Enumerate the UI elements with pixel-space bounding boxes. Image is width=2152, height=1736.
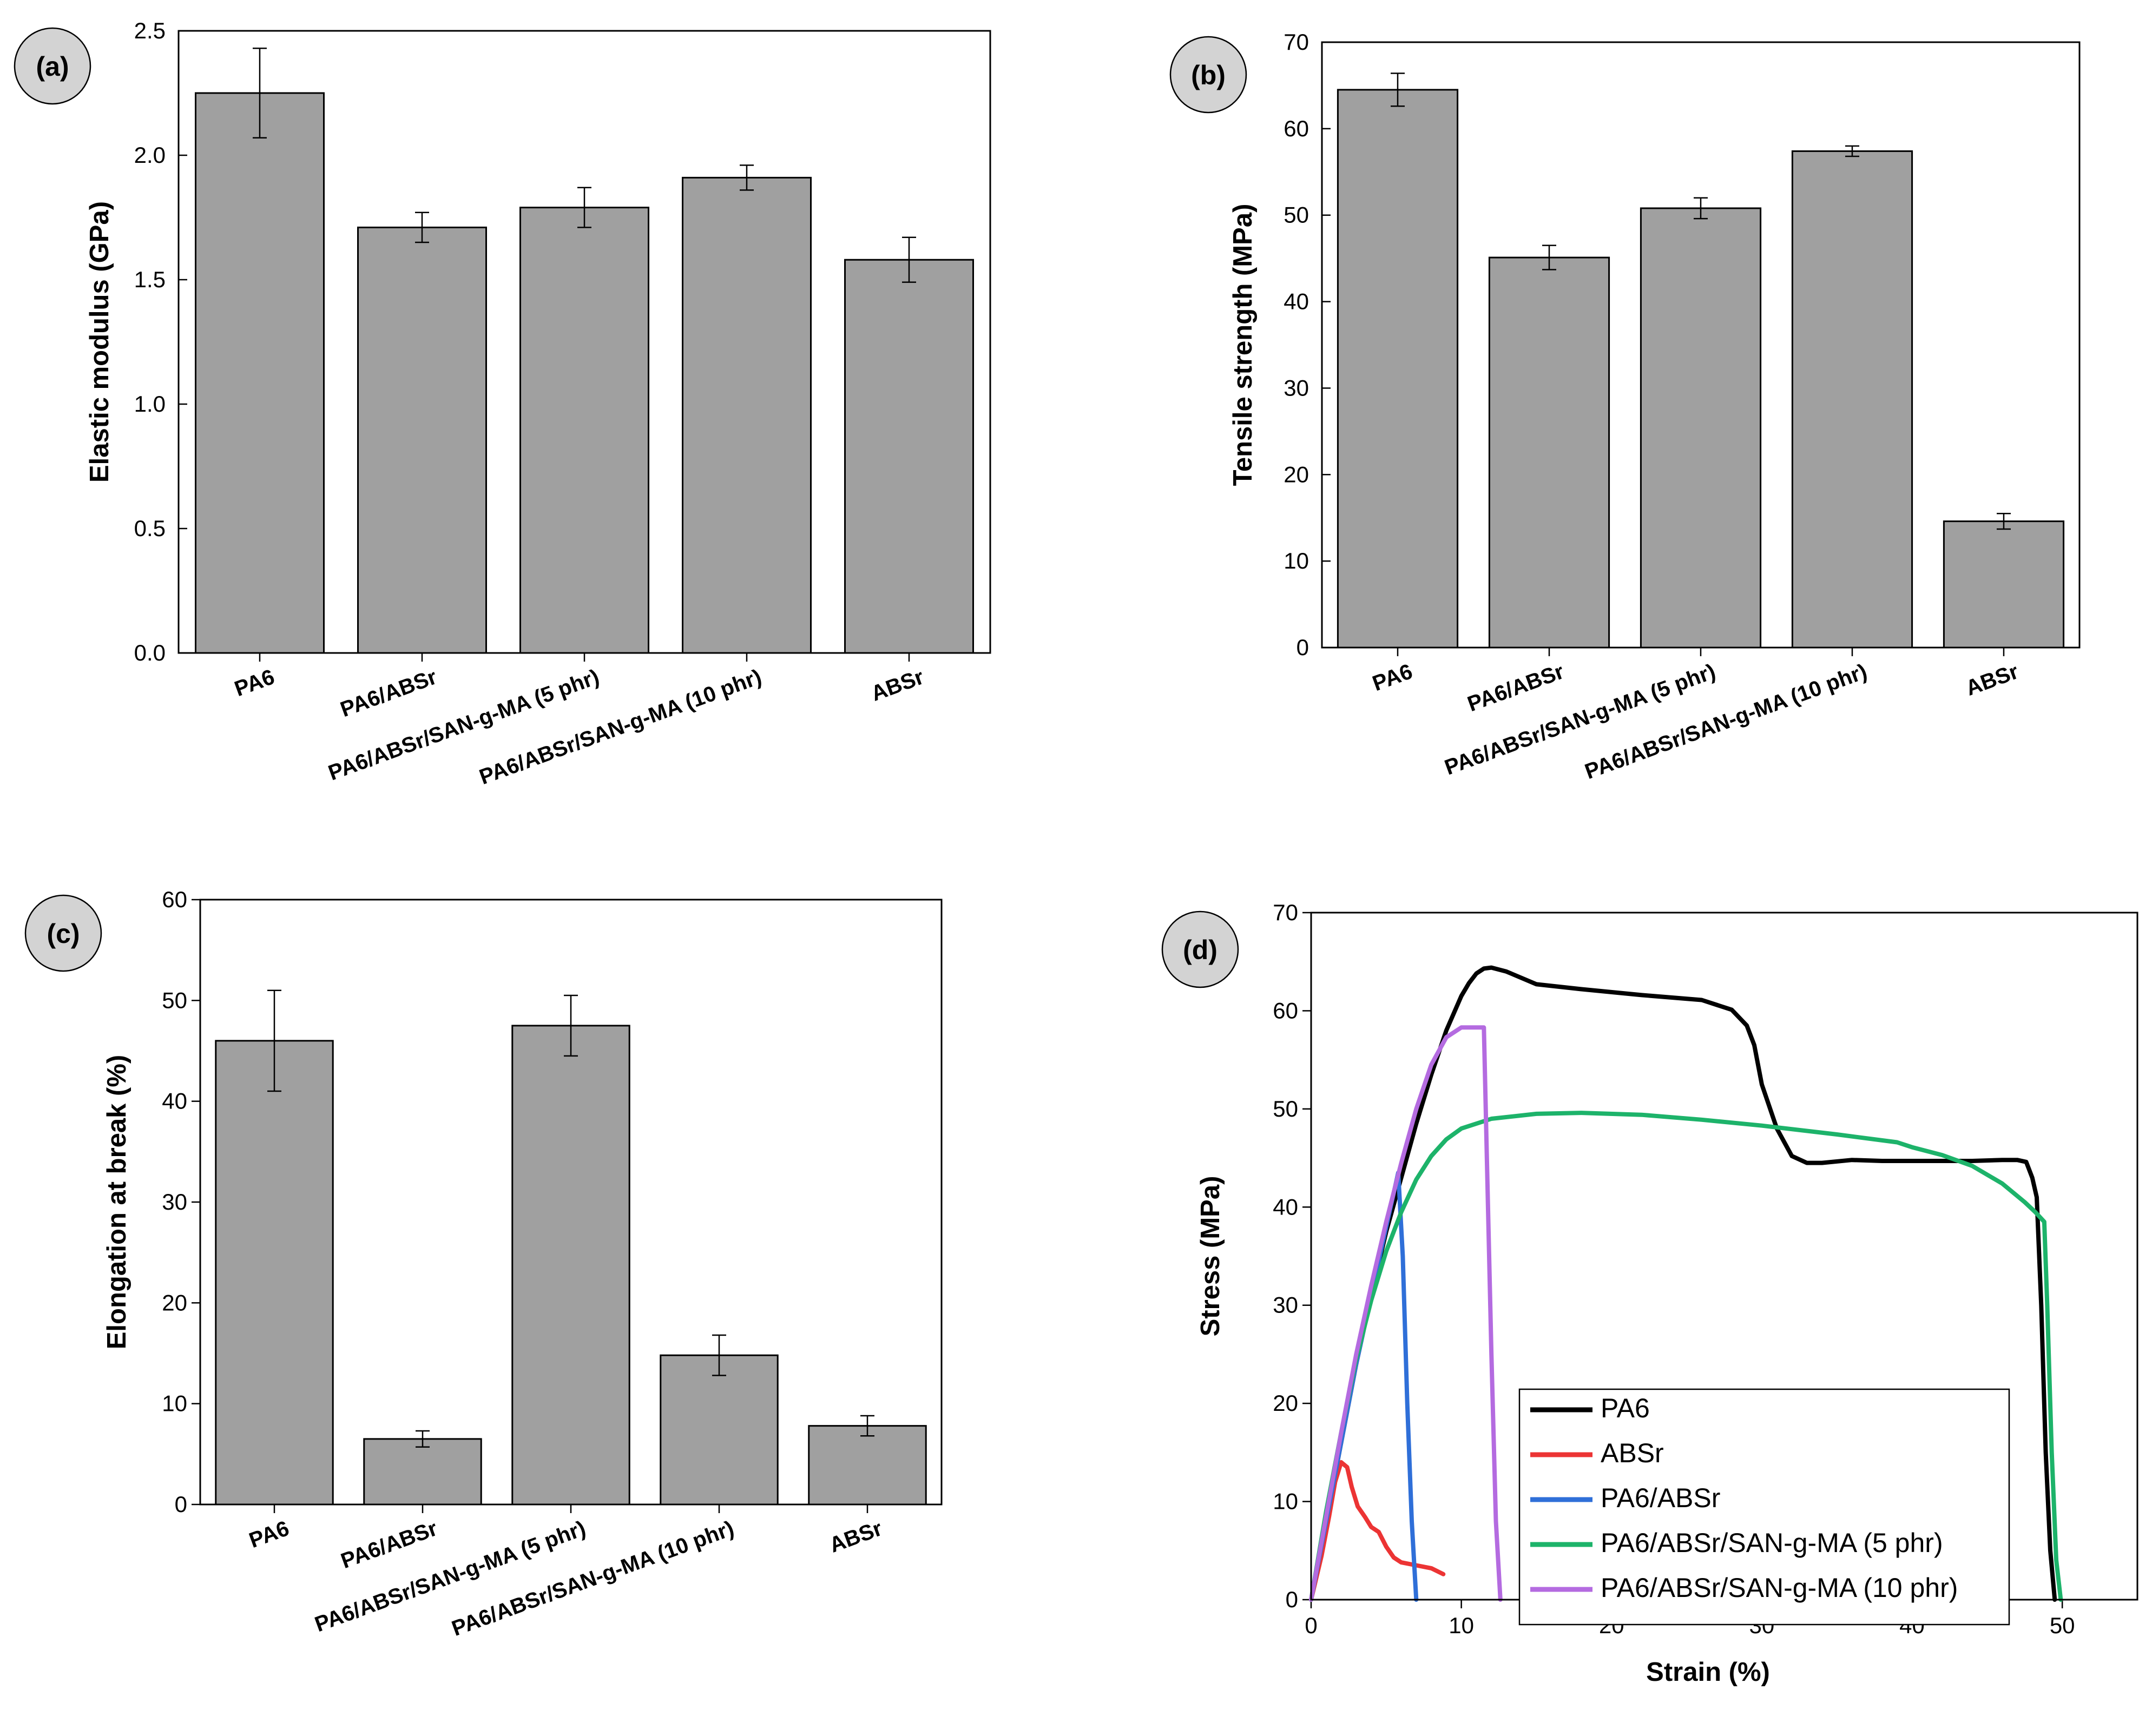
plot-frame-b (1321, 41, 2081, 649)
ytick-label-d: 30 (1273, 1292, 1298, 1318)
bar-pa6 (215, 1040, 334, 1506)
category-label-pa6-absr-san-g-ma-10-phr: PA6/ABSr/SAN-g-MA (10 phr) (476, 665, 765, 789)
bar-absr (844, 259, 974, 654)
ytick-label-a: 2.5 (134, 18, 166, 43)
bar-absr (808, 1425, 927, 1506)
category-label-pa6: PA6 (246, 1516, 292, 1553)
bar-pa6-absr (1488, 256, 1610, 649)
ytick-label-a: 1.5 (134, 267, 166, 292)
panel-badge-text-c: (c) (47, 919, 80, 949)
ytick-label-a: 1.0 (134, 391, 166, 417)
ytick-label-d: 10 (1273, 1489, 1298, 1514)
panel-badge-circle-a (14, 27, 91, 105)
xtick-label-d: 10 (1449, 1613, 1474, 1638)
panel-badge-circle-d (1161, 910, 1239, 988)
legend-label-pa6-absr-san-g-ma-10-phr: PA6/ABSr/SAN-g-MA (10 phr) (1601, 1573, 1958, 1603)
legend-label-pa6-absr: PA6/ABSr (1601, 1483, 1720, 1513)
ytick-label-d: 0 (1286, 1587, 1298, 1612)
category-label-absr: ABSr (868, 665, 927, 706)
plot-frame-a (177, 30, 991, 654)
ytick-label-c: 50 (162, 987, 187, 1013)
bar-pa6-absr-san-g-ma-10-phr (1791, 150, 1913, 649)
series-line-pa6-absr-san-g-ma-10-phr (1309, 1025, 1503, 1602)
panel-badge-text-b: (b) (1191, 60, 1226, 90)
ytick-label-c: 60 (162, 887, 187, 912)
category-label-pa6-absr-san-g-ma-5-phr: PA6/ABSr/SAN-g-MA (5 phr) (325, 665, 602, 785)
y-axis-title-c: Elongation at break (%) (102, 1055, 131, 1350)
panel-label-c: (c) (24, 894, 102, 972)
category-label-pa6-absr: PA6/ABSr (337, 665, 440, 722)
category-label-absr: ABSr (1963, 659, 2022, 701)
ytick-label-b: 40 (1284, 289, 1309, 314)
ytick-label-b: 30 (1284, 375, 1309, 400)
legend: PA6 ABSr PA6/ABSr PA6/ABSr/SAN-g-MA (5 phr)… (1518, 1388, 2010, 1626)
category-label-pa6: PA6 (232, 665, 278, 701)
bar-pa6-absr-san-g-ma-5-phr (1640, 207, 1762, 649)
ytick-label-c: 10 (162, 1391, 187, 1416)
category-label-absr: ABSr (826, 1516, 885, 1557)
ytick-label-d: 40 (1273, 1194, 1298, 1219)
y-axis-title-d: Stress (MPa) (1196, 1176, 1225, 1337)
xtick-label-d: 0 (1305, 1613, 1317, 1638)
bar-pa6-absr-san-g-ma-5-phr (511, 1025, 630, 1506)
plot-frame-c (199, 899, 943, 1506)
panel-label-b: (b) (1169, 36, 1247, 114)
category-label-pa6-absr-san-g-ma-5-phr: PA6/ABSr/SAN-g-MA (5 phr) (1442, 659, 1719, 780)
panel-badge-circle-c (24, 894, 102, 972)
legend-label-pa6: PA6 (1601, 1393, 1650, 1423)
series-line-pa6-absr-san-g-ma-5-phr (1309, 1111, 2063, 1602)
ytick-label-c: 30 (162, 1189, 187, 1214)
bar-pa6 (195, 92, 325, 654)
bar-pa6-absr (357, 226, 487, 654)
category-label-pa6: PA6 (1370, 659, 1416, 696)
chart-panel-c: 0 10 20 30 40 50 60 Elongation at break (%) PA6 P… (102, 887, 943, 1641)
bar-pa6 (1337, 89, 1459, 649)
ytick-label-a: 0.5 (134, 516, 166, 541)
ytick-label-a: 0.0 (134, 640, 166, 665)
panel-badge-text-a: (a) (36, 51, 69, 82)
panel-badge-text-d: (d) (1183, 935, 1218, 965)
y-axis-title-b: Tensile strength (MPa) (1228, 204, 1258, 486)
ytick-label-c: 40 (162, 1088, 187, 1114)
ytick-label-b: 10 (1284, 548, 1309, 573)
ytick-label-d: 60 (1273, 998, 1298, 1023)
category-label-pa6-absr-san-g-ma-10-phr: PA6/ABSr/SAN-g-MA (10 phr) (1582, 659, 1870, 784)
ytick-label-b: 20 (1284, 461, 1309, 487)
ytick-label-c: 0 (175, 1491, 187, 1517)
ytick-label-b: 70 (1284, 29, 1309, 55)
ytick-label-a: 2.0 (134, 142, 166, 168)
ytick-label-b: 50 (1284, 202, 1309, 228)
legend-box (1518, 1388, 2010, 1626)
bar-pa6-absr-san-g-ma-10-phr (682, 176, 812, 654)
bar-absr (1943, 520, 2065, 649)
bar-pa6-absr (363, 1438, 482, 1506)
chart-panel-a: 0.0 0.5 1.0 1.5 2.0 2.5 Elastic modulus (GPa) P… (85, 18, 991, 789)
chart-panel-b: 0 10 20 30 40 50 60 70 Tensile strength (MPa) PA6… (1228, 29, 2081, 784)
category-label-pa6-absr: PA6/ABSr (1464, 659, 1567, 716)
ytick-label-d: 20 (1273, 1390, 1298, 1416)
x-axis-title-d: Strain (%) (1646, 1658, 1770, 1687)
ytick-label-d: 50 (1273, 1096, 1298, 1121)
legend-label-pa6-absr-san-g-ma-5-phr: PA6/ABSr/SAN-g-MA (5 phr) (1601, 1528, 1943, 1558)
y-axis-title-a: Elastic modulus (GPa) (85, 201, 114, 483)
ytick-label-b: 0 (1297, 635, 1309, 660)
panel-label-a: (a) (14, 27, 91, 105)
bar-pa6-absr-san-g-ma-10-phr (660, 1354, 779, 1506)
series-line-pa6 (1309, 965, 2057, 1602)
xtick-label-d: 50 (2050, 1613, 2075, 1638)
ytick-label-b: 60 (1284, 116, 1309, 141)
panel-badge-circle-b (1169, 36, 1247, 114)
ytick-label-c: 20 (162, 1290, 187, 1315)
panel-label-d: (d) (1161, 910, 1239, 988)
category-label-pa6-absr: PA6/ABSr (338, 1516, 440, 1573)
legend-label-absr: ABSr (1601, 1438, 1664, 1468)
ytick-label-d: 70 (1273, 900, 1298, 925)
bar-pa6-absr-san-g-ma-5-phr (519, 207, 649, 654)
category-label-pa6-absr-san-g-ma-10-phr: PA6/ABSr/SAN-g-MA (10 phr) (449, 1516, 737, 1641)
